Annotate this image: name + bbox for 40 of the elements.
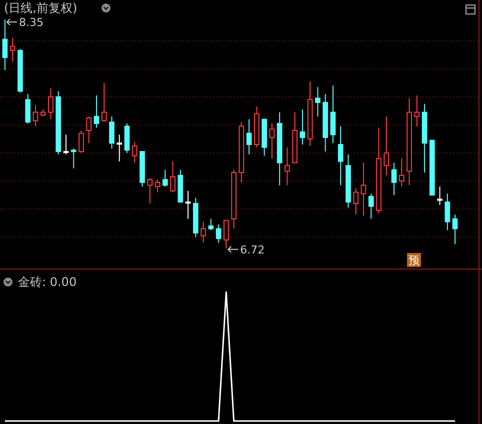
- annotation: 8.35: [18, 16, 44, 29]
- candlestick: [246, 118, 252, 155]
- candlestick: [185, 190, 191, 220]
- candlestick: [346, 154, 351, 208]
- candlestick: [116, 134, 122, 162]
- candlestick: [322, 94, 328, 152]
- candlestick: [132, 141, 138, 164]
- annotation: 6.72: [240, 243, 265, 256]
- candlestick: [307, 80, 313, 146]
- candlestick: [109, 116, 114, 150]
- candlestick: [124, 122, 130, 154]
- candlestick: [422, 103, 428, 174]
- candlestick: [330, 85, 336, 144]
- candlestick: [414, 94, 420, 127]
- candlestick: [238, 122, 244, 183]
- candlestick: [32, 104, 38, 127]
- chart-title: (日线,前复权): [4, 1, 78, 15]
- candlestick: [360, 162, 366, 217]
- candlestick: [315, 86, 320, 117]
- candlestick: [48, 88, 54, 120]
- candlestick: [276, 112, 282, 186]
- candlestick: [154, 179, 160, 193]
- candlestick: [300, 108, 306, 146]
- candlestick: [10, 37, 16, 62]
- candlestick: [444, 193, 450, 231]
- chart-title: 金砖: 0.00: [18, 275, 77, 289]
- candlestick: [254, 106, 260, 148]
- candlestick: [391, 162, 397, 196]
- candlestick: [269, 122, 275, 160]
- candlestick: [338, 126, 344, 186]
- candlestick: [368, 193, 374, 220]
- candlestick: [384, 116, 390, 176]
- candlestick: [398, 158, 404, 188]
- candlestick: [452, 214, 458, 245]
- candlestick: [406, 98, 412, 186]
- candlestick: [284, 146, 290, 186]
- candlestick: [56, 90, 62, 155]
- candlestick: [200, 221, 206, 244]
- candlestick: [376, 127, 382, 214]
- annotation: 预: [408, 254, 420, 267]
